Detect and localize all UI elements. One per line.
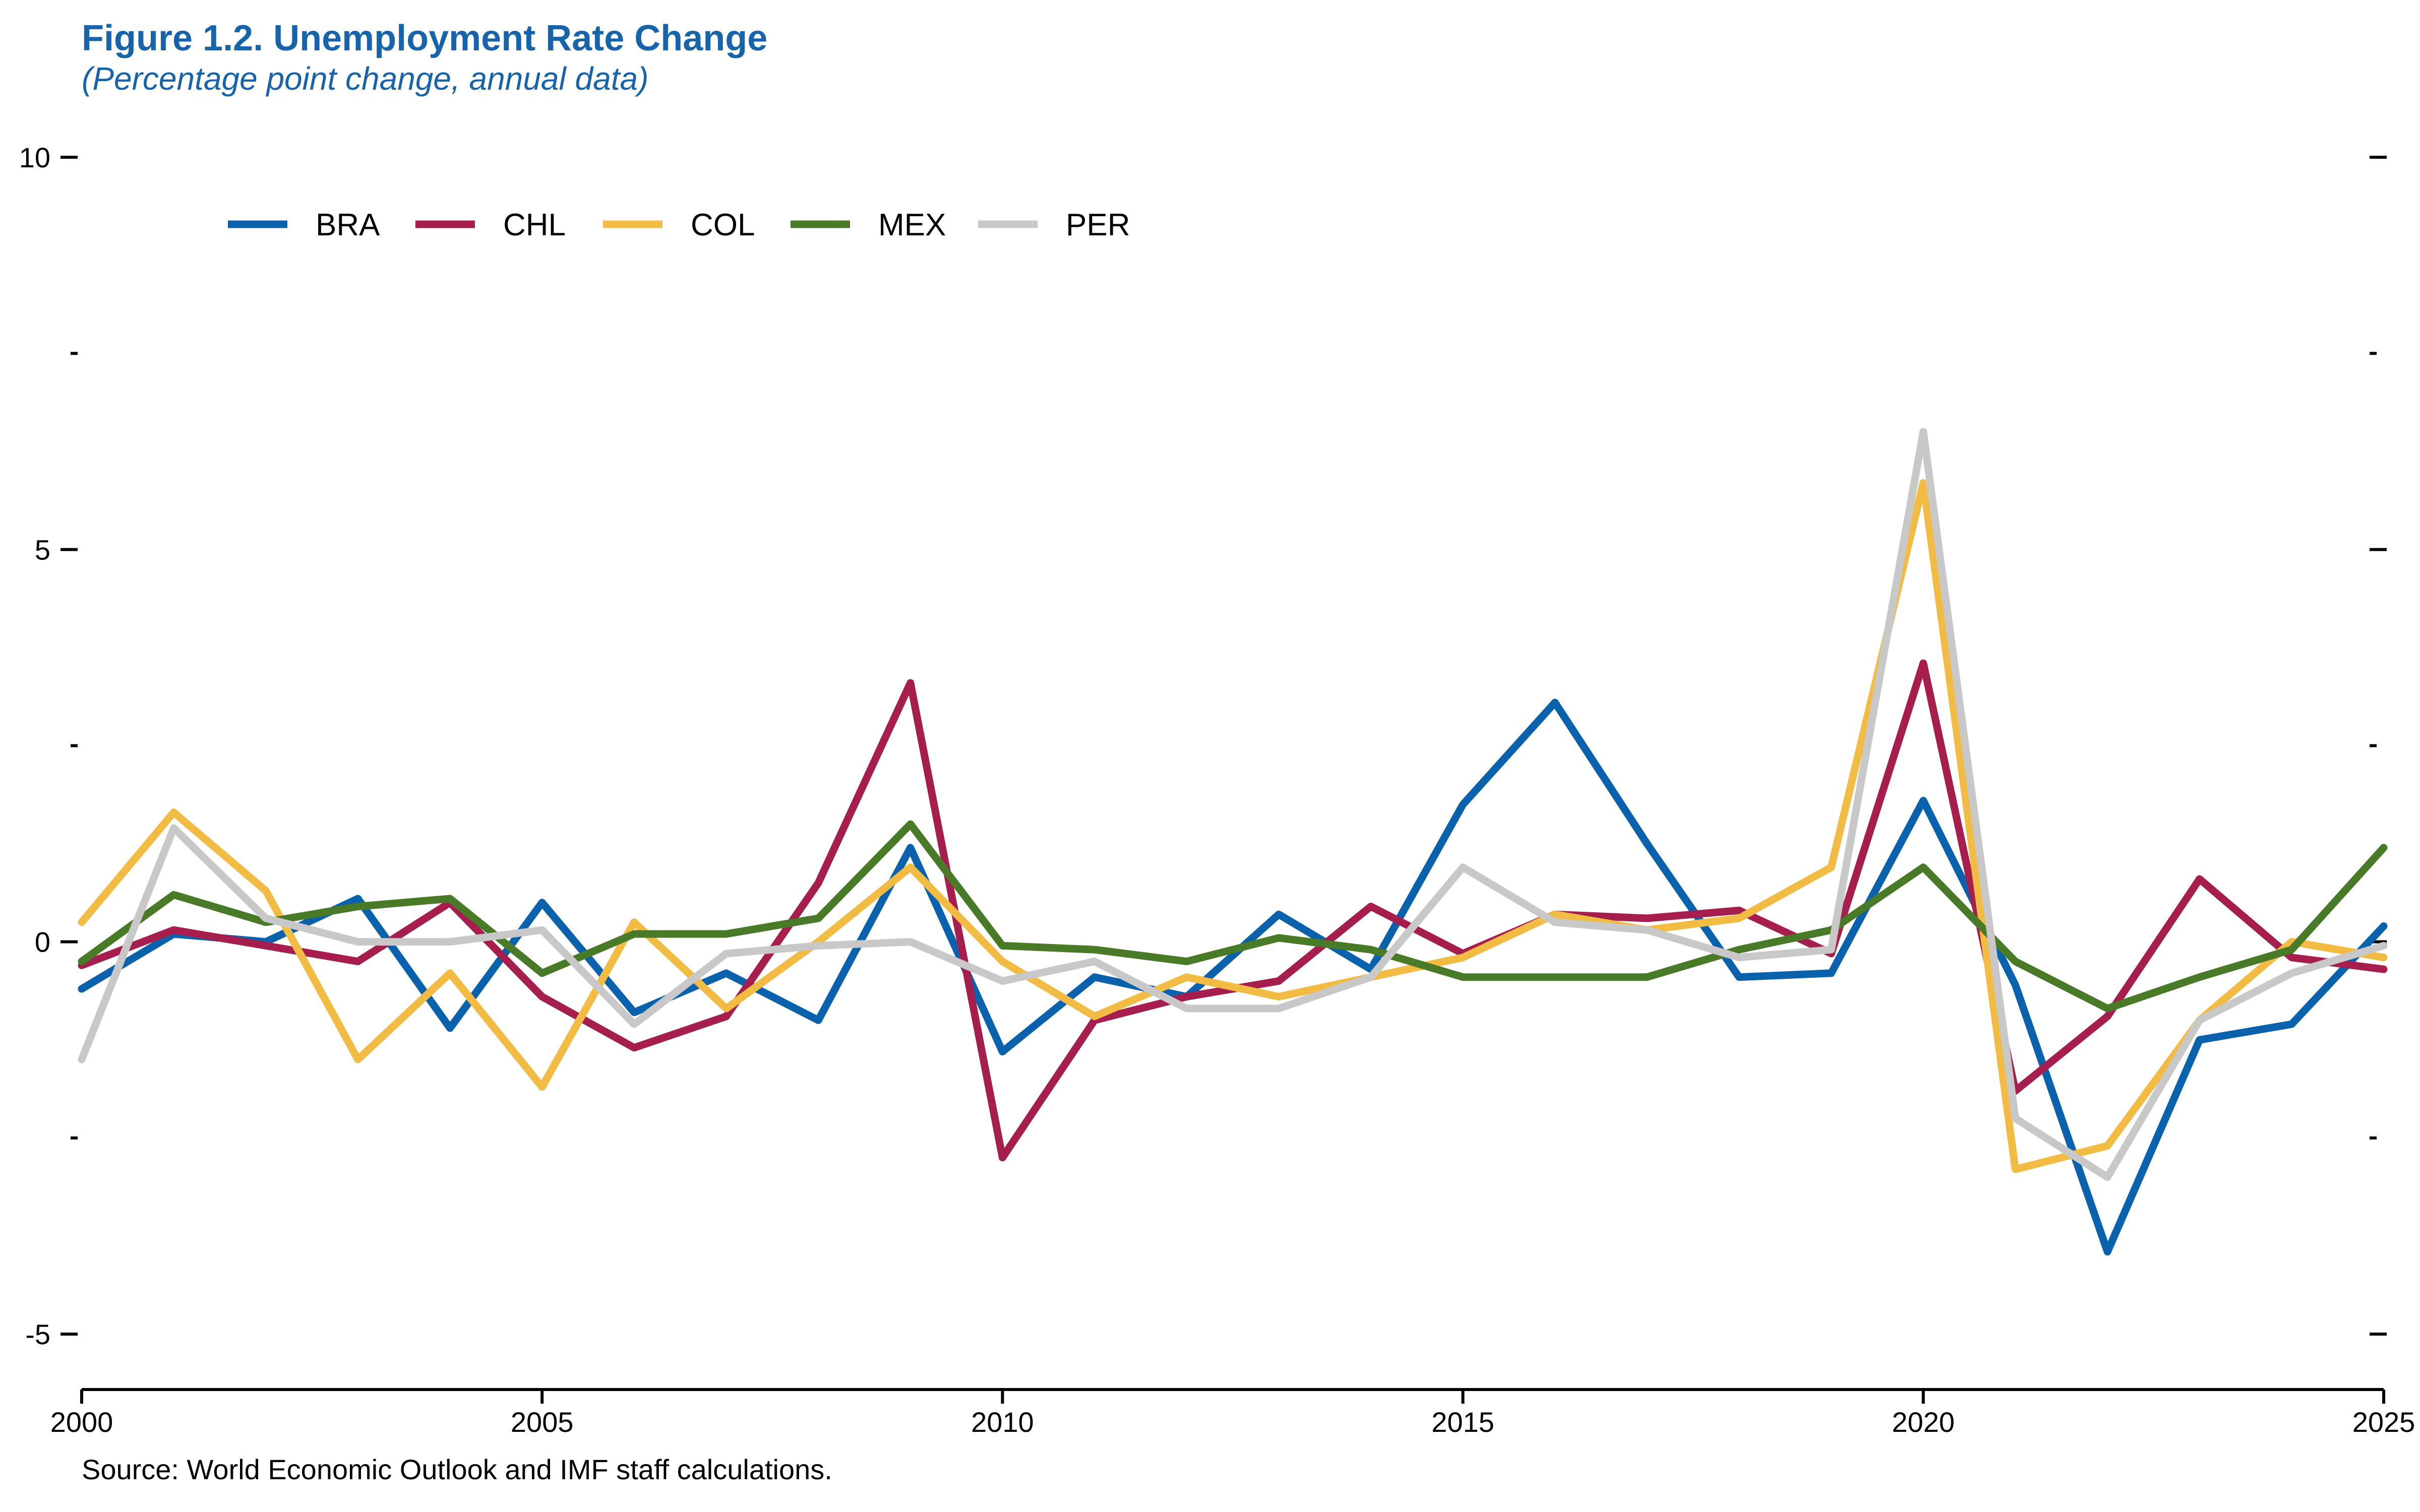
y-tick-label: 10 bbox=[19, 142, 50, 173]
y-tick-label: -5 bbox=[25, 1318, 50, 1350]
axes: 2000 2005 2010 2015 2020 2025 -5 0 5 10 bbox=[19, 142, 2415, 1438]
series-line-bra bbox=[78, 699, 2388, 1256]
legend: BRA CHL COL MEX PER bbox=[228, 208, 1130, 242]
legend-label-bra: BRA bbox=[316, 208, 380, 242]
x-tick-label: 2025 bbox=[2352, 1406, 2415, 1438]
source-note: Source: World Economic Outlook and IMF s… bbox=[82, 1454, 832, 1485]
x-tick-label: 2010 bbox=[971, 1406, 1034, 1438]
legend-label-chl: CHL bbox=[503, 208, 566, 242]
series-line-col bbox=[78, 479, 2388, 1173]
series-line-mex bbox=[78, 820, 2388, 1013]
series-line-chl bbox=[78, 659, 2388, 1162]
x-tick-label: 2000 bbox=[50, 1406, 113, 1438]
x-tick-label: 2015 bbox=[1431, 1406, 1494, 1438]
legend-label-per: PER bbox=[1066, 208, 1130, 242]
y-tick-label: 0 bbox=[35, 926, 50, 958]
x-tick-label: 2020 bbox=[1892, 1406, 1955, 1438]
series-line-per bbox=[78, 428, 2388, 1181]
chart-title: Figure 1.2. Unemployment Rate Change bbox=[82, 18, 767, 58]
x-tick-label: 2005 bbox=[511, 1406, 574, 1438]
chart-subtitle: (Percentage point change, annual data) bbox=[82, 60, 648, 97]
legend-label-col: COL bbox=[691, 208, 755, 242]
series-lines bbox=[78, 428, 2388, 1256]
legend-label-mex: MEX bbox=[878, 208, 946, 242]
y-tick-label: 5 bbox=[35, 534, 50, 565]
